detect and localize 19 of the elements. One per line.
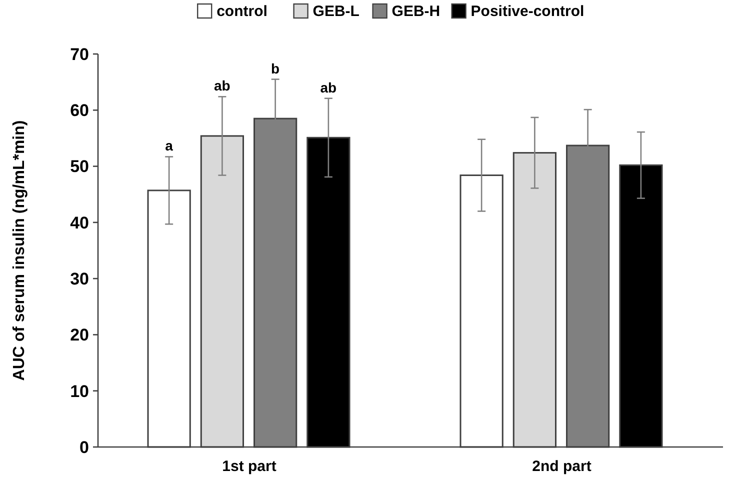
- y-tick-label: 10: [70, 382, 89, 401]
- x-tick-label: 1st part: [222, 458, 276, 475]
- y-axis-title: AUC of serum insulin (ng/mL*min): [11, 120, 28, 381]
- x-tick-label: 2nd part: [532, 458, 592, 475]
- y-tick-label: 60: [70, 101, 89, 120]
- legend-label: control: [216, 3, 268, 20]
- legend-label: GEB-H: [392, 3, 440, 20]
- data-label: ab: [214, 78, 230, 94]
- y-tick-label: 50: [70, 157, 89, 176]
- y-tick-label: 40: [70, 213, 89, 232]
- y-tick-label: 0: [80, 438, 89, 457]
- data-label: a: [165, 138, 174, 154]
- legend-label: Positive-control: [470, 3, 584, 20]
- y-tick-label: 20: [70, 326, 89, 345]
- data-label: b: [271, 60, 280, 76]
- legend-label: GEB-L: [312, 3, 360, 20]
- y-tick-label: 70: [70, 44, 89, 64]
- data-label: ab: [320, 79, 337, 96]
- y-tick-label: 30: [70, 270, 89, 289]
